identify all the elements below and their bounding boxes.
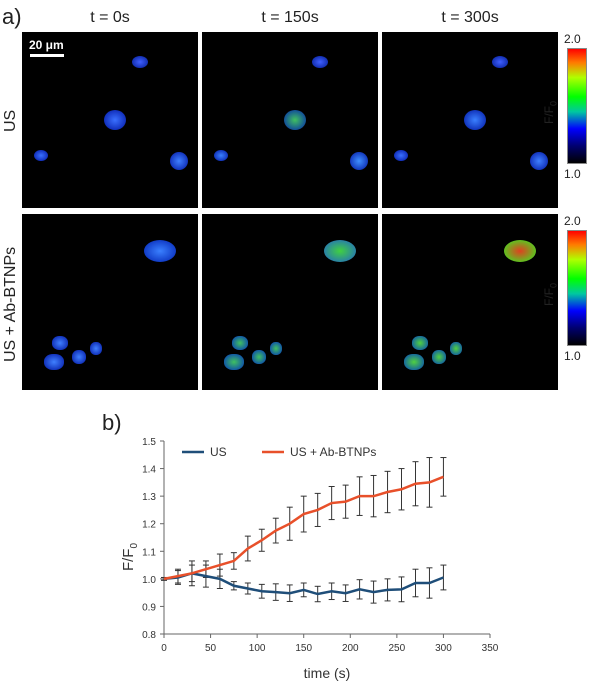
- cell: [464, 110, 486, 130]
- row-label-us: US: [2, 109, 19, 132]
- colorbar: [567, 230, 587, 346]
- micrograph-us-ab-t300: [382, 214, 558, 390]
- y-tick-label: 0.9: [142, 602, 156, 613]
- x-tick-label: 200: [342, 643, 359, 654]
- y-axis-label: F/F0: [120, 543, 140, 572]
- colorbar-min-label: 1.0: [564, 349, 581, 363]
- cell: [44, 354, 64, 370]
- cell: [214, 150, 228, 161]
- colorbar-min-label: 1.0: [564, 167, 581, 181]
- colorbar-max-label: 2.0: [564, 214, 581, 228]
- cell: [450, 342, 462, 355]
- micrograph-us-t150: [202, 32, 378, 208]
- micrograph-us-ab-t0: [22, 214, 198, 390]
- micrograph-us-t300: [382, 32, 558, 208]
- x-tick-label: 0: [161, 643, 167, 654]
- scale-bar-label: 20 μm: [29, 38, 64, 52]
- y-tick-label: 1.3: [142, 492, 156, 503]
- cell: [432, 350, 446, 364]
- cell: [72, 350, 86, 364]
- legend-label-1: US + Ab-BTNPs: [290, 445, 376, 459]
- cell: [232, 336, 248, 350]
- y-tick-label: 0.8: [142, 630, 156, 641]
- x-tick-label: 50: [205, 643, 217, 654]
- legend-label-0: US: [210, 445, 227, 459]
- colorbar: [567, 48, 587, 164]
- colorbar-title: F/F0: [542, 282, 559, 306]
- colorbar-max-label: 2.0: [564, 32, 581, 46]
- time-label-300: t = 300s: [441, 9, 499, 26]
- micrograph-us-t0: 20 μm: [22, 32, 198, 208]
- cell: [224, 354, 244, 370]
- cell: [34, 150, 48, 161]
- time-label-0: t = 0s: [90, 9, 130, 26]
- row-label-us-ab-btnps: US + Ab-BTNPs: [2, 246, 19, 362]
- cell: [270, 342, 282, 355]
- cell: [530, 152, 548, 170]
- y-tick-label: 1.0: [142, 575, 156, 586]
- x-axis-label: time (s): [304, 665, 351, 681]
- panel-b-letter: b): [102, 410, 122, 435]
- series-line-0: [163, 572, 444, 596]
- x-tick-label: 350: [482, 643, 499, 654]
- y-tick-label: 1.4: [142, 465, 156, 476]
- x-tick-label: 150: [295, 643, 312, 654]
- cell: [170, 152, 188, 170]
- cell: [394, 150, 408, 161]
- cell: [504, 240, 536, 262]
- cell: [324, 240, 356, 262]
- cell: [350, 152, 368, 170]
- panel-a-letter: a): [2, 4, 22, 29]
- series-line-1: [163, 475, 444, 581]
- cell: [144, 240, 176, 262]
- time-label-150: t = 150s: [261, 9, 319, 26]
- y-tick-label: 1.2: [142, 520, 156, 531]
- cell: [52, 336, 68, 350]
- cell: [104, 110, 126, 130]
- cell: [252, 350, 266, 364]
- x-tick-label: 100: [249, 643, 266, 654]
- cell: [132, 56, 148, 68]
- x-tick-label: 250: [389, 643, 406, 654]
- cell: [312, 56, 328, 68]
- cell: [90, 342, 102, 355]
- micrograph-us-ab-t150: [202, 214, 378, 390]
- scale-bar: [30, 54, 64, 57]
- x-tick-label: 300: [435, 643, 452, 654]
- cell: [404, 354, 424, 370]
- cell: [492, 56, 508, 68]
- line-chart: 0.8 0.9 1.0 1.1 1.2 1.3 1.4 1.5 0 50 100 150 200 250 3…: [120, 437, 499, 681]
- y-tick-label: 1.1: [142, 547, 156, 558]
- y-tick-label: 1.5: [142, 437, 156, 448]
- cell: [412, 336, 428, 350]
- colorbar-title: F/F0: [542, 100, 559, 124]
- cell: [284, 110, 306, 130]
